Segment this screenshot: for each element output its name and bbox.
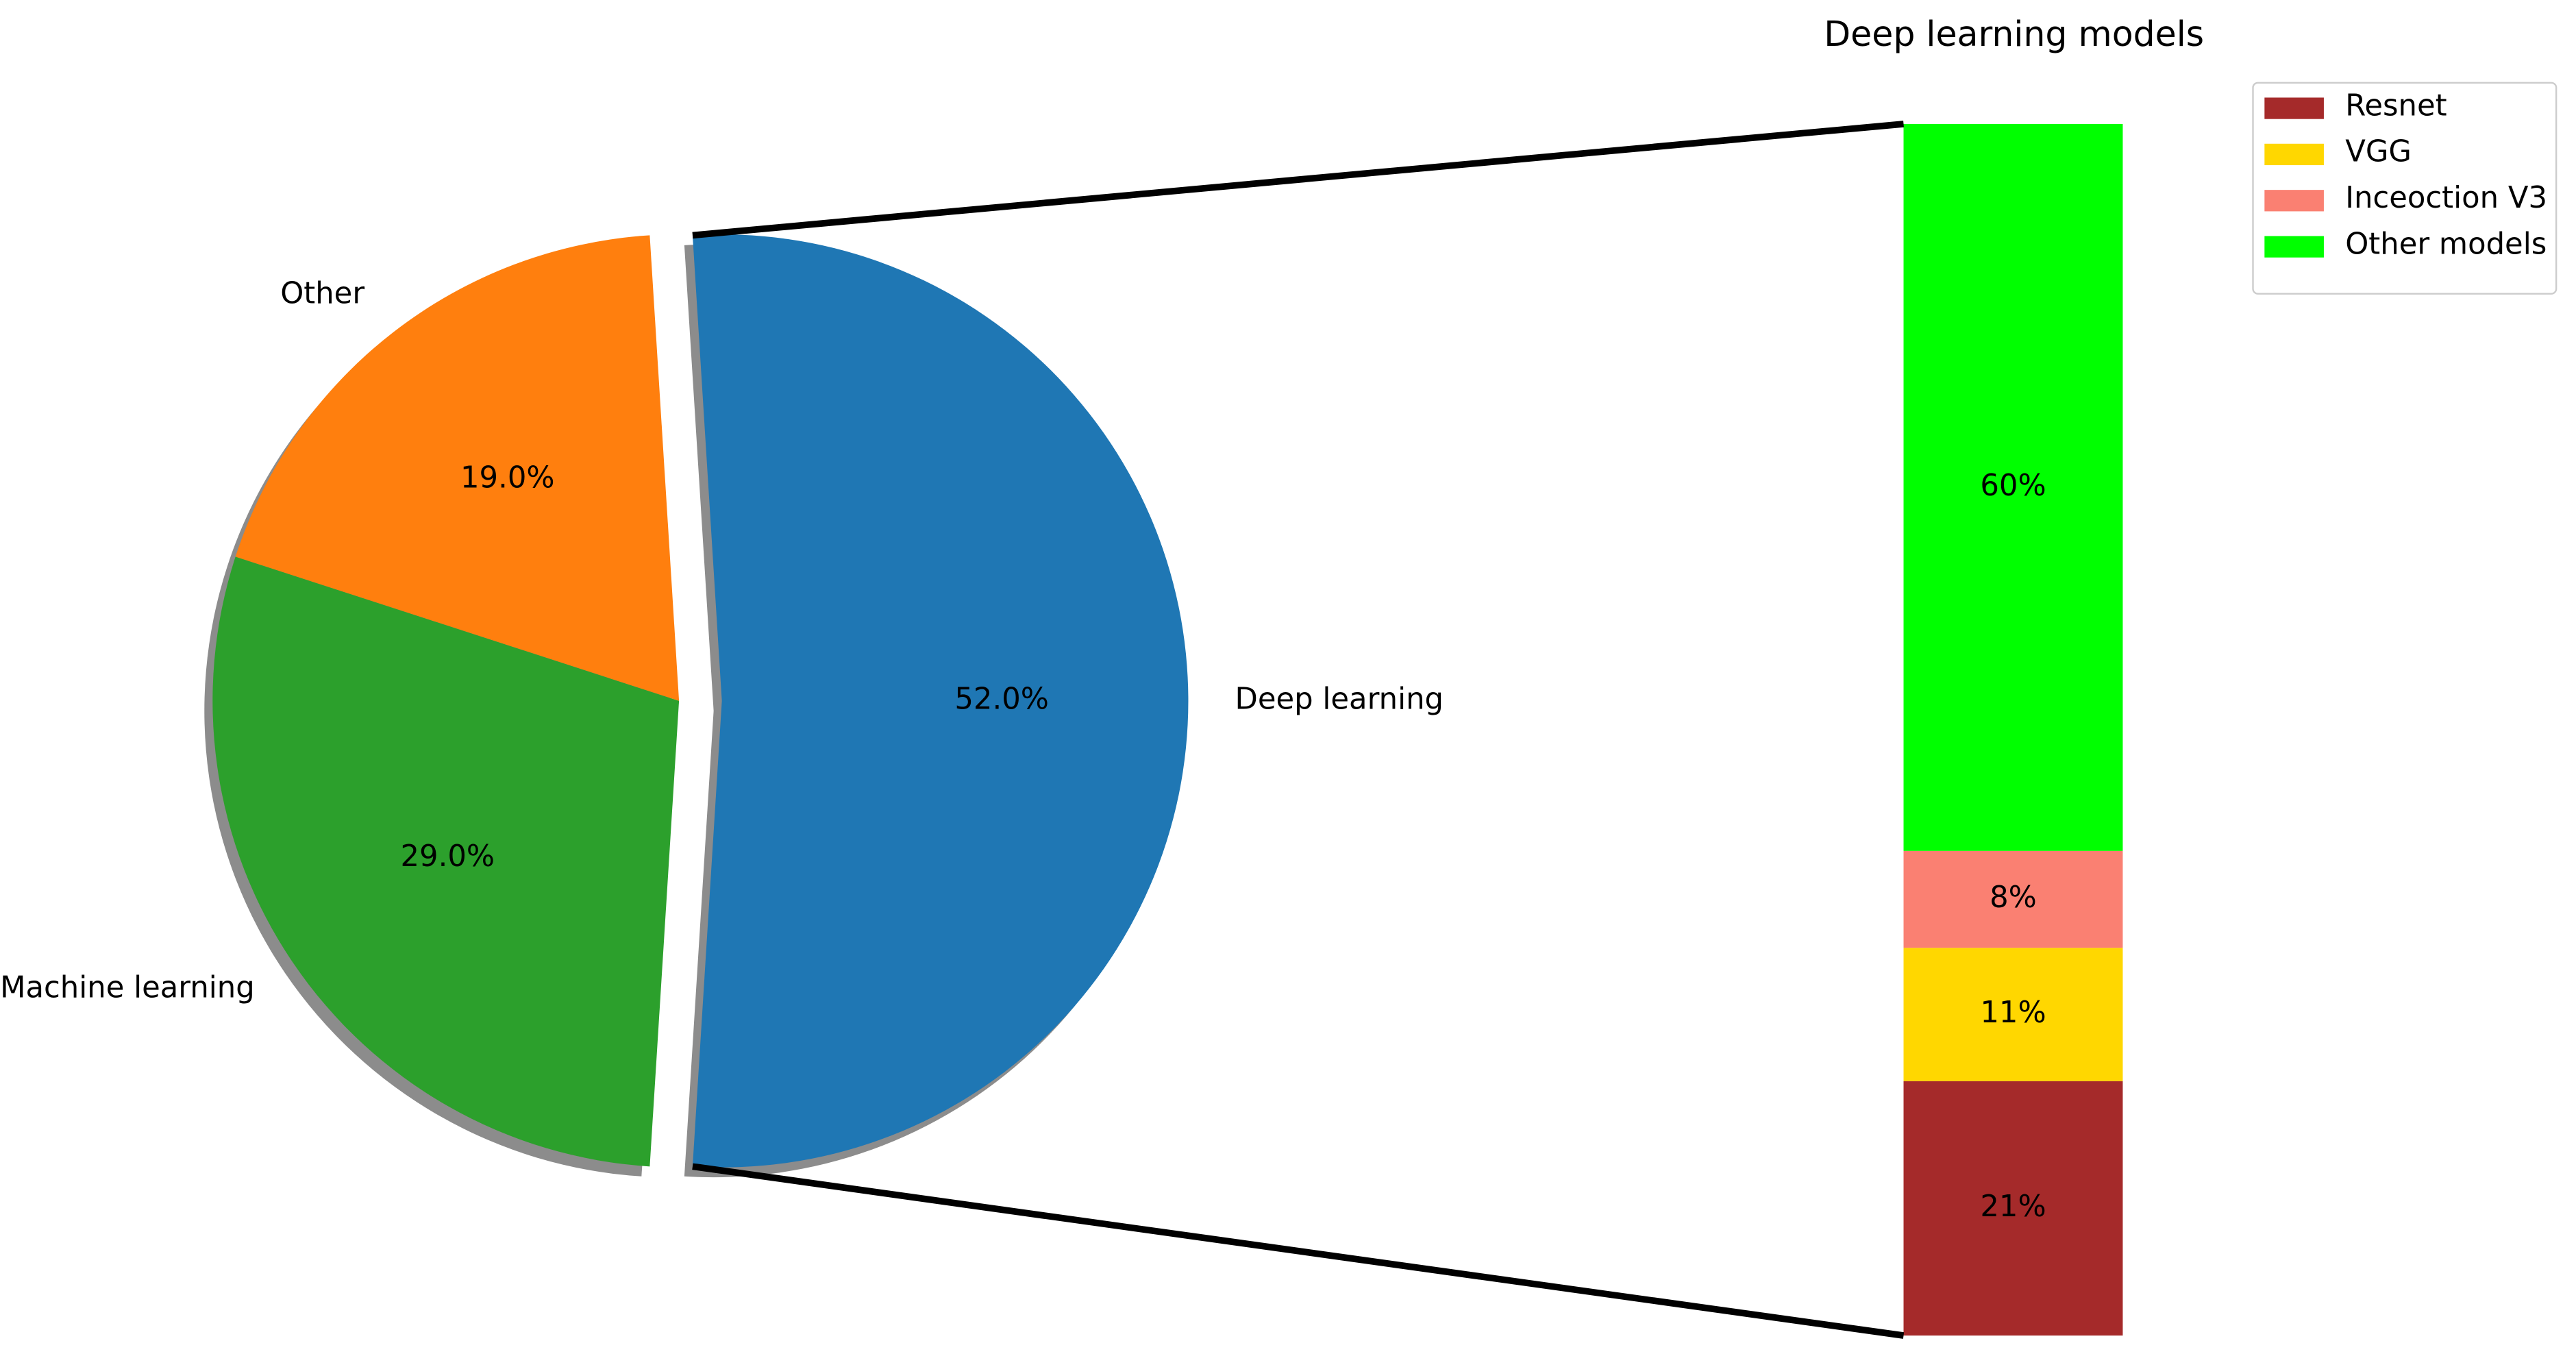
wedge-pct-label: 29.0% <box>401 839 495 874</box>
legend-swatch <box>2264 236 2324 258</box>
bar-value-label: 60% <box>1980 469 2046 503</box>
legend-label: VGG <box>2345 135 2412 169</box>
legend-label: Resnet <box>2345 88 2447 123</box>
wedge-label: Other <box>280 277 364 311</box>
wedge-pct-label: 52.0% <box>954 682 1049 716</box>
pie-wedge <box>212 556 680 1167</box>
wedge-pct-label: 19.0% <box>460 461 555 495</box>
bar-segment <box>1903 948 2123 1081</box>
pie-wedge <box>235 235 680 701</box>
bar-value-label: 8% <box>1990 881 2037 915</box>
legend-swatch <box>2264 97 2324 119</box>
connector-line <box>692 1163 1905 1339</box>
bar-segment <box>1903 1081 2123 1336</box>
legend-label: Other models <box>2345 227 2547 261</box>
connector-line <box>692 121 1904 239</box>
legend-box <box>2252 82 2558 295</box>
bar-segment <box>1903 123 2123 851</box>
wedge-label: Deep learning <box>1235 682 1444 716</box>
legend-swatch <box>2264 143 2324 166</box>
bar-value-label: 21% <box>1980 1190 2046 1224</box>
bar-title: Deep learning models <box>1824 14 2204 54</box>
legend-label: Inceoction V3 <box>2345 181 2547 215</box>
legend-swatch <box>2264 190 2324 212</box>
pie-wedge <box>692 234 1189 1168</box>
bar-value-label: 11% <box>1980 996 2046 1030</box>
bar-segment <box>1903 850 2123 948</box>
wedge-label: Machine learning <box>0 970 255 1005</box>
